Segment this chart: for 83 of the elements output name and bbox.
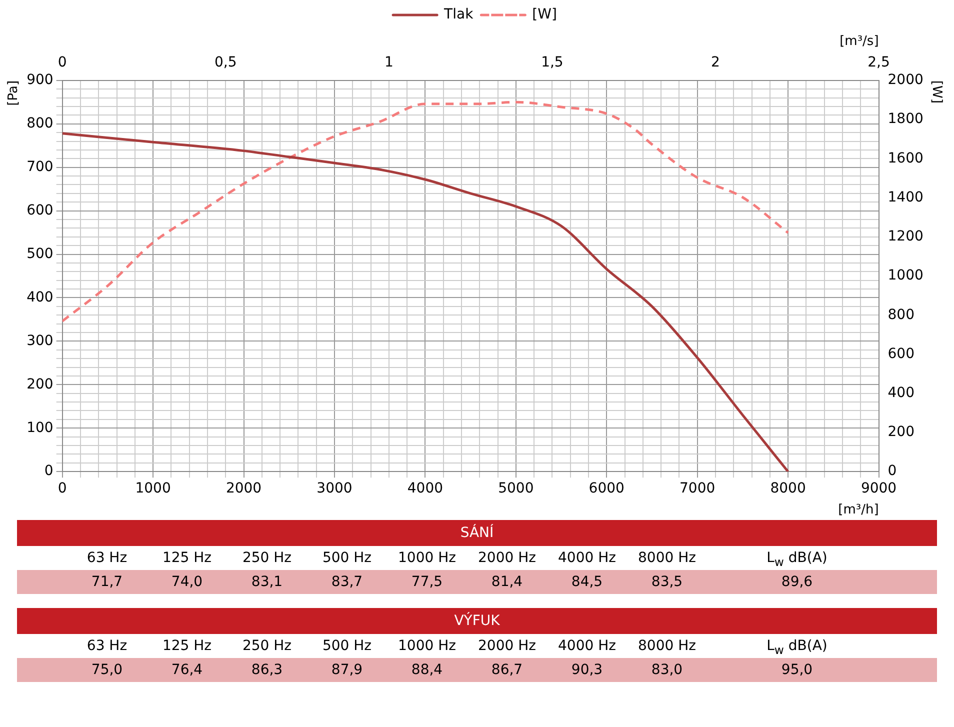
x-tick-label: 7000 bbox=[680, 480, 716, 497]
category-label: 2000 Hz bbox=[477, 549, 537, 568]
text: 76,4 bbox=[171, 662, 203, 678]
y-tick-label: 100 bbox=[26, 420, 54, 436]
category-label: 500 Hz bbox=[321, 637, 373, 656]
x-tick-label: 0 bbox=[58, 480, 67, 497]
x-axis-title: [m³/h] bbox=[838, 502, 879, 518]
category-label: 125 Hz bbox=[161, 637, 213, 656]
x-tick-label: 2000 bbox=[226, 480, 262, 497]
text: 75,0 bbox=[91, 662, 123, 678]
category-label: 4000 Hz bbox=[557, 637, 617, 656]
y-tick-label: 200 bbox=[26, 376, 54, 392]
y2-tick-label: 1800 bbox=[888, 111, 924, 128]
text: 95,0 bbox=[781, 662, 813, 678]
text: 71,7 bbox=[91, 574, 123, 590]
text: VÝFUK bbox=[17, 608, 937, 634]
x2-tick-label: 1 bbox=[384, 54, 394, 71]
y-axis-title: [Pa] bbox=[6, 80, 22, 106]
x-tick-label: 3000 bbox=[316, 480, 352, 497]
text: 74,0 bbox=[171, 574, 203, 590]
x-tick-label: 9000 bbox=[860, 480, 897, 497]
legend-label: Tlak bbox=[443, 6, 474, 23]
x-tick-label: 1000 bbox=[135, 480, 171, 497]
x2-tick-label: 0,5 bbox=[214, 54, 237, 71]
y2-tick-label: 600 bbox=[888, 346, 915, 362]
text: 87,9 bbox=[331, 662, 363, 678]
y2-tick-label: 2000 bbox=[888, 72, 924, 88]
y2-tick-label: 1400 bbox=[888, 189, 924, 206]
text: 84,5 bbox=[571, 574, 603, 590]
text: 86,7 bbox=[491, 662, 523, 678]
y2-tick-label: 200 bbox=[888, 424, 915, 440]
text: 77,5 bbox=[411, 574, 443, 590]
category-label: 4000 Hz bbox=[557, 549, 617, 568]
text: 89,6 bbox=[781, 574, 813, 590]
x-tick-label: 4000 bbox=[407, 480, 444, 497]
category-label: 1000 Hz bbox=[397, 549, 457, 568]
y-tick-label: 400 bbox=[26, 289, 54, 306]
category-label: 2000 Hz bbox=[477, 637, 537, 656]
x-tick-label: 6000 bbox=[588, 480, 624, 497]
category-label: 1000 Hz bbox=[397, 637, 457, 656]
x-tick-label: 8000 bbox=[770, 480, 806, 497]
category-label: 8000 Hz bbox=[637, 549, 697, 568]
category-label: 500 Hz bbox=[321, 549, 373, 568]
text: 83,7 bbox=[331, 574, 363, 590]
y-tick-label: 900 bbox=[26, 72, 54, 88]
text: 88,4 bbox=[411, 662, 443, 678]
y2-axis-title: [W] bbox=[928, 80, 944, 104]
y-tick-label: 300 bbox=[26, 332, 54, 349]
text: 86,3 bbox=[251, 662, 283, 678]
category-label: 250 Hz bbox=[241, 549, 293, 568]
y2-tick-label: 1000 bbox=[888, 268, 924, 284]
text: 81,4 bbox=[491, 574, 523, 590]
category-label: 63 Hz bbox=[86, 549, 128, 568]
text: 83,0 bbox=[651, 662, 683, 678]
x2-tick-label: 2,5 bbox=[868, 54, 890, 71]
text: 83,1 bbox=[251, 574, 283, 590]
x2-tick-label: 1,5 bbox=[541, 54, 564, 71]
x2-tick-label: 2 bbox=[711, 54, 720, 71]
y2-tick-label: 800 bbox=[888, 306, 915, 323]
y2-tick-label: 1600 bbox=[888, 150, 924, 166]
y2-tick-label: 0 bbox=[888, 463, 897, 480]
y-tick-label: 500 bbox=[26, 246, 54, 262]
y-tick-label: 700 bbox=[26, 158, 54, 175]
line-series bbox=[62, 100, 790, 322]
text: 90,3 bbox=[571, 662, 603, 678]
category-label: L$_{w}$ dB(A) bbox=[766, 549, 828, 570]
x-tick-label: 5000 bbox=[498, 480, 534, 497]
category-label: 125 Hz bbox=[161, 549, 213, 568]
x2-tick-label: 0 bbox=[58, 54, 67, 71]
y-tick-label: 0 bbox=[44, 463, 54, 480]
category-label: 63 Hz bbox=[86, 637, 128, 656]
x2-axis-title: [m³/s] bbox=[840, 34, 879, 50]
legend-label: [W] bbox=[532, 6, 557, 23]
y-tick-label: 800 bbox=[26, 116, 54, 132]
text: SÁNÍ bbox=[17, 520, 937, 546]
line-series bbox=[62, 132, 790, 472]
category-label: L$_{w}$ dB(A) bbox=[766, 637, 828, 658]
y2-tick-label: 400 bbox=[888, 385, 915, 401]
text: 83,5 bbox=[651, 574, 683, 590]
category-label: 250 Hz bbox=[241, 637, 293, 656]
y-tick-label: 600 bbox=[26, 202, 54, 218]
category-label: 8000 Hz bbox=[637, 637, 697, 656]
y2-tick-label: 1200 bbox=[888, 228, 924, 245]
